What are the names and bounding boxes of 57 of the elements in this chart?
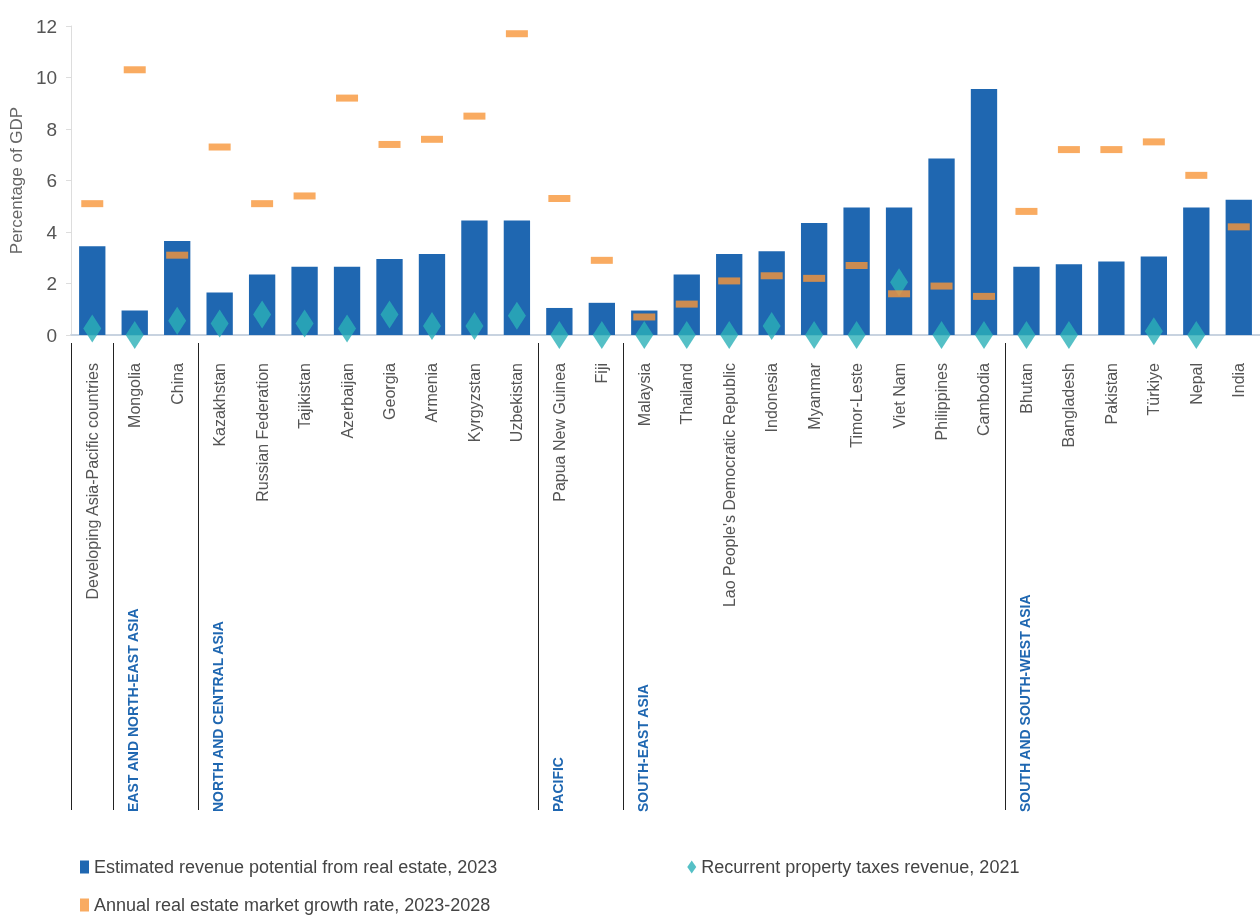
y-tick-label: 2 xyxy=(46,273,58,294)
text: SOUTH-EAST ASIA xyxy=(634,684,653,812)
bar xyxy=(1140,256,1168,335)
x-tick-label: Lao People's Democratic Republic xyxy=(720,363,738,608)
x-tick-label: Russian Federation xyxy=(253,363,271,502)
bar xyxy=(461,220,488,335)
x-tick-label: Uzbekistan xyxy=(508,363,526,443)
legend-label: Recurrent property taxes revenue, 2021 xyxy=(701,857,1020,877)
x-tick-label: Cambodia xyxy=(975,362,993,436)
x-tick-label: Viet Nam xyxy=(890,363,908,429)
legend-label: Estimated revenue potential from real estate, 2023 xyxy=(94,857,498,877)
x-tick-label: Kazakhstan xyxy=(211,363,229,447)
y-tick-label: 10 xyxy=(35,67,58,88)
x-tick-label: Thailand xyxy=(678,363,696,425)
bar xyxy=(1055,264,1083,335)
text: SOUTH AND SOUTH-WEST ASIA xyxy=(1016,594,1035,812)
x-tick-label: Papua New Guinea xyxy=(550,362,568,502)
bar xyxy=(843,207,870,335)
x-tick-label: Philippines xyxy=(933,363,951,441)
bar xyxy=(928,158,955,335)
x-tick-label: China xyxy=(168,362,186,405)
y-tick-label: 12 xyxy=(35,15,58,37)
text: EAST AND NORTH-EAST ASIA xyxy=(124,608,143,812)
x-tick-label: Bangladesh xyxy=(1060,363,1078,448)
bar xyxy=(970,89,998,335)
bar xyxy=(1013,266,1040,335)
y-tick-label: 0 xyxy=(46,324,58,346)
text: PACIFIC xyxy=(549,757,568,812)
x-tick-label: Mongolia xyxy=(126,362,144,428)
text: NORTH AND CENTRAL ASIA xyxy=(209,621,228,812)
legend-label: Annual real estate market growth rate, 2023-2028 xyxy=(94,895,491,915)
x-tick-label: Fiji xyxy=(593,363,611,384)
x-tick-label: Myanmar xyxy=(805,362,823,430)
x-tick-label: India xyxy=(1230,362,1248,398)
x-tick-label: Timor-Leste xyxy=(848,362,866,448)
x-tick-label: Kyrgyzstan xyxy=(465,363,483,443)
x-tick-label: Indonesia xyxy=(763,362,781,433)
bar xyxy=(79,246,106,335)
bar xyxy=(503,220,531,335)
bar xyxy=(1098,261,1125,335)
y-tick-label: 6 xyxy=(46,170,58,191)
y-tick-label: 4 xyxy=(46,221,58,243)
x-tick-label: Bhutan xyxy=(1017,363,1035,414)
x-tick-label: Armenia xyxy=(423,362,441,423)
x-tick-label: Azerbaijan xyxy=(338,363,356,439)
x-tick-label: Pakistan xyxy=(1102,363,1120,425)
y-axis-title: Percentage of GDP xyxy=(7,106,26,255)
x-tick-label: Developing Asia-Pacific countries xyxy=(83,363,101,600)
y-tick-label: 8 xyxy=(46,118,58,140)
bar xyxy=(800,222,828,335)
x-tick-label: Malaysia xyxy=(635,362,653,427)
x-tick-label: Georgia xyxy=(381,362,399,420)
bar xyxy=(1183,207,1210,335)
bar xyxy=(1225,199,1252,335)
x-tick-label: Türkiye xyxy=(1145,362,1163,416)
x-tick-label: Tajikistan xyxy=(296,363,314,429)
x-tick-label: Nepal xyxy=(1187,363,1205,405)
